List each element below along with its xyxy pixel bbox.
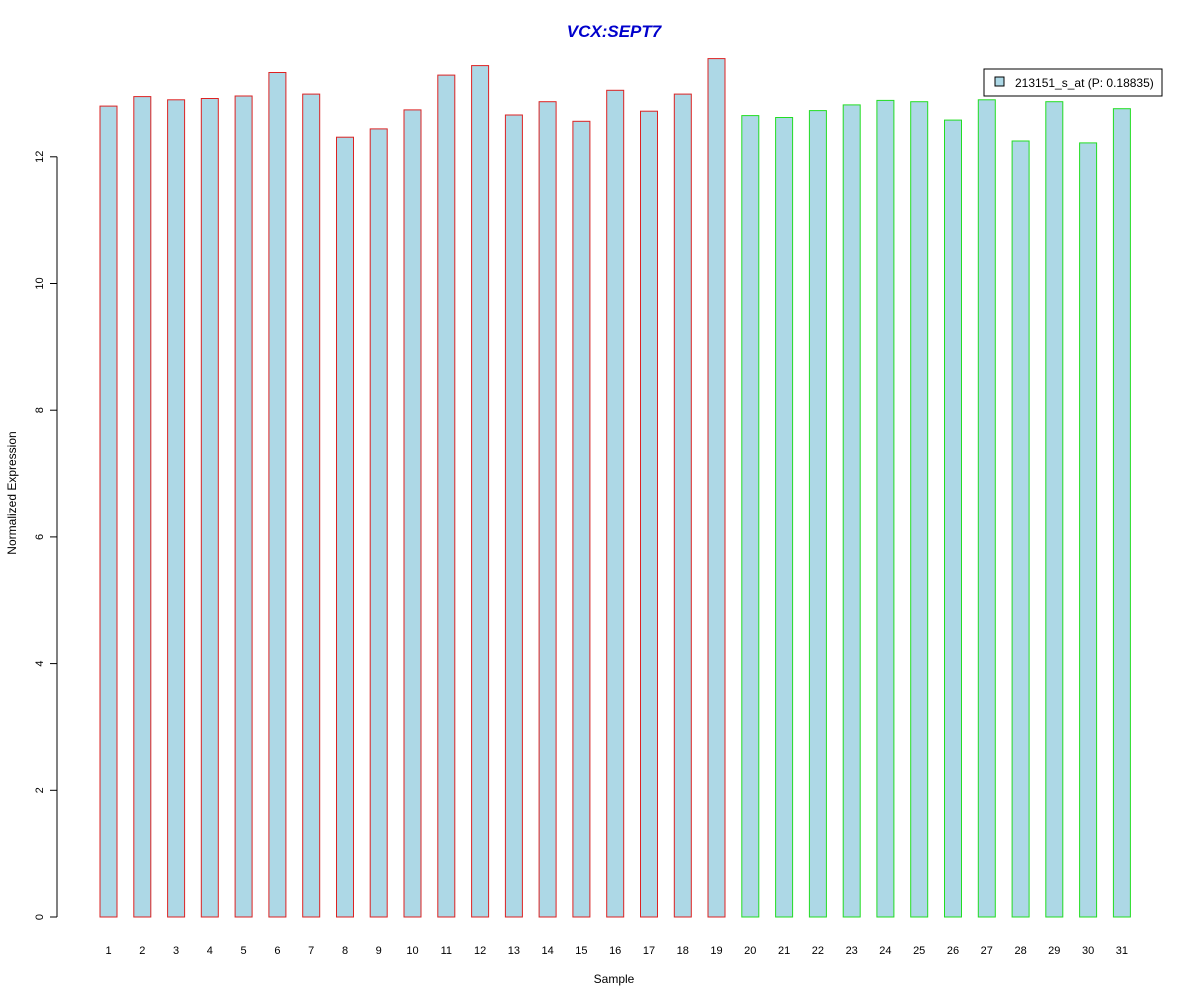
x-tick-label: 15 — [575, 945, 587, 957]
legend: 213151_s_at (P: 0.18835) — [983, 68, 1163, 97]
legend-swatch — [994, 76, 1005, 87]
bar — [99, 105, 118, 918]
bar — [167, 99, 186, 918]
bar — [1011, 140, 1030, 918]
y-tick-label: 12 — [34, 151, 46, 163]
bar — [538, 101, 557, 918]
bar — [302, 93, 321, 918]
legend-box — [983, 68, 1163, 97]
x-tick-label: 24 — [879, 945, 891, 957]
y-tick-label: 10 — [34, 277, 46, 289]
x-tick-label: 16 — [609, 945, 621, 957]
bar — [1112, 108, 1131, 918]
x-tick-labels: 1 2 3 4 5 6 7 8 9 10 11 12 13 14 15 16 17 18 19 20 21 22 23 24 2… — [105, 945, 1128, 957]
x-tick-label: 5 — [241, 945, 247, 957]
bar — [268, 72, 287, 918]
chart-title: VCX:SEPT7 — [567, 22, 663, 41]
x-tick-label: 4 — [207, 945, 213, 957]
bar — [234, 95, 253, 918]
y-tick-label: 2 — [34, 787, 46, 793]
bar — [606, 89, 625, 918]
y-tick-label: 6 — [34, 534, 46, 540]
x-tick-label: 18 — [677, 945, 689, 957]
bar — [842, 104, 861, 918]
bar — [403, 109, 422, 918]
x-tick-label: 14 — [541, 945, 553, 957]
bar — [741, 115, 760, 918]
x-tick-label: 2 — [139, 945, 145, 957]
bar — [437, 74, 456, 918]
bar — [977, 99, 996, 918]
x-axis-label: Sample — [594, 972, 635, 986]
x-tick-label: 12 — [474, 945, 486, 957]
x-tick-label: 26 — [947, 945, 959, 957]
x-tick-label: 22 — [812, 945, 824, 957]
bar — [808, 110, 827, 918]
x-tick-label: 29 — [1048, 945, 1060, 957]
bar — [369, 128, 388, 918]
y-tick-label: 4 — [34, 661, 46, 667]
y-tick-label: 0 — [34, 914, 46, 920]
bar — [572, 120, 591, 918]
x-tick-label: 1 — [105, 945, 111, 957]
bars — [99, 58, 1131, 918]
x-tick-label: 30 — [1082, 945, 1094, 957]
bar — [336, 136, 354, 918]
bar — [775, 117, 794, 918]
x-tick-label: 25 — [913, 945, 925, 957]
bar — [1079, 142, 1098, 918]
bar — [200, 98, 219, 918]
bar — [133, 96, 152, 918]
x-tick-label: 7 — [308, 945, 314, 957]
x-tick-label: 13 — [508, 945, 520, 957]
x-tick-label: 11 — [441, 945, 452, 957]
y-tick-label: 8 — [34, 407, 46, 413]
x-tick-label: 9 — [376, 945, 382, 957]
x-tick-label: 31 — [1116, 945, 1128, 957]
bar — [910, 101, 929, 918]
bar — [876, 99, 895, 918]
x-tick-label: 21 — [778, 945, 790, 957]
legend-label: 213151_s_at (P: 0.18835) — [1015, 76, 1154, 90]
bar — [707, 58, 726, 918]
x-tick-label: 28 — [1014, 945, 1026, 957]
x-tick-label: 17 — [643, 945, 655, 957]
x-tick-label: 6 — [274, 945, 280, 957]
bar — [944, 119, 962, 918]
bar — [471, 65, 490, 918]
x-tick-label: 27 — [981, 945, 993, 957]
y-axis: 0 2 4 6 8 10 12 — [34, 151, 58, 920]
bar — [504, 114, 523, 918]
x-tick-label: 3 — [173, 945, 179, 957]
bar — [640, 110, 658, 918]
bar — [1045, 101, 1064, 918]
x-tick-label: 19 — [710, 945, 722, 957]
x-tick-label: 8 — [342, 945, 348, 957]
bar — [673, 93, 692, 918]
x-tick-label: 10 — [406, 945, 418, 957]
x-tick-label: 23 — [846, 945, 858, 957]
y-axis-label: Normalized Expression — [5, 431, 19, 554]
x-tick-label: 20 — [744, 945, 756, 957]
